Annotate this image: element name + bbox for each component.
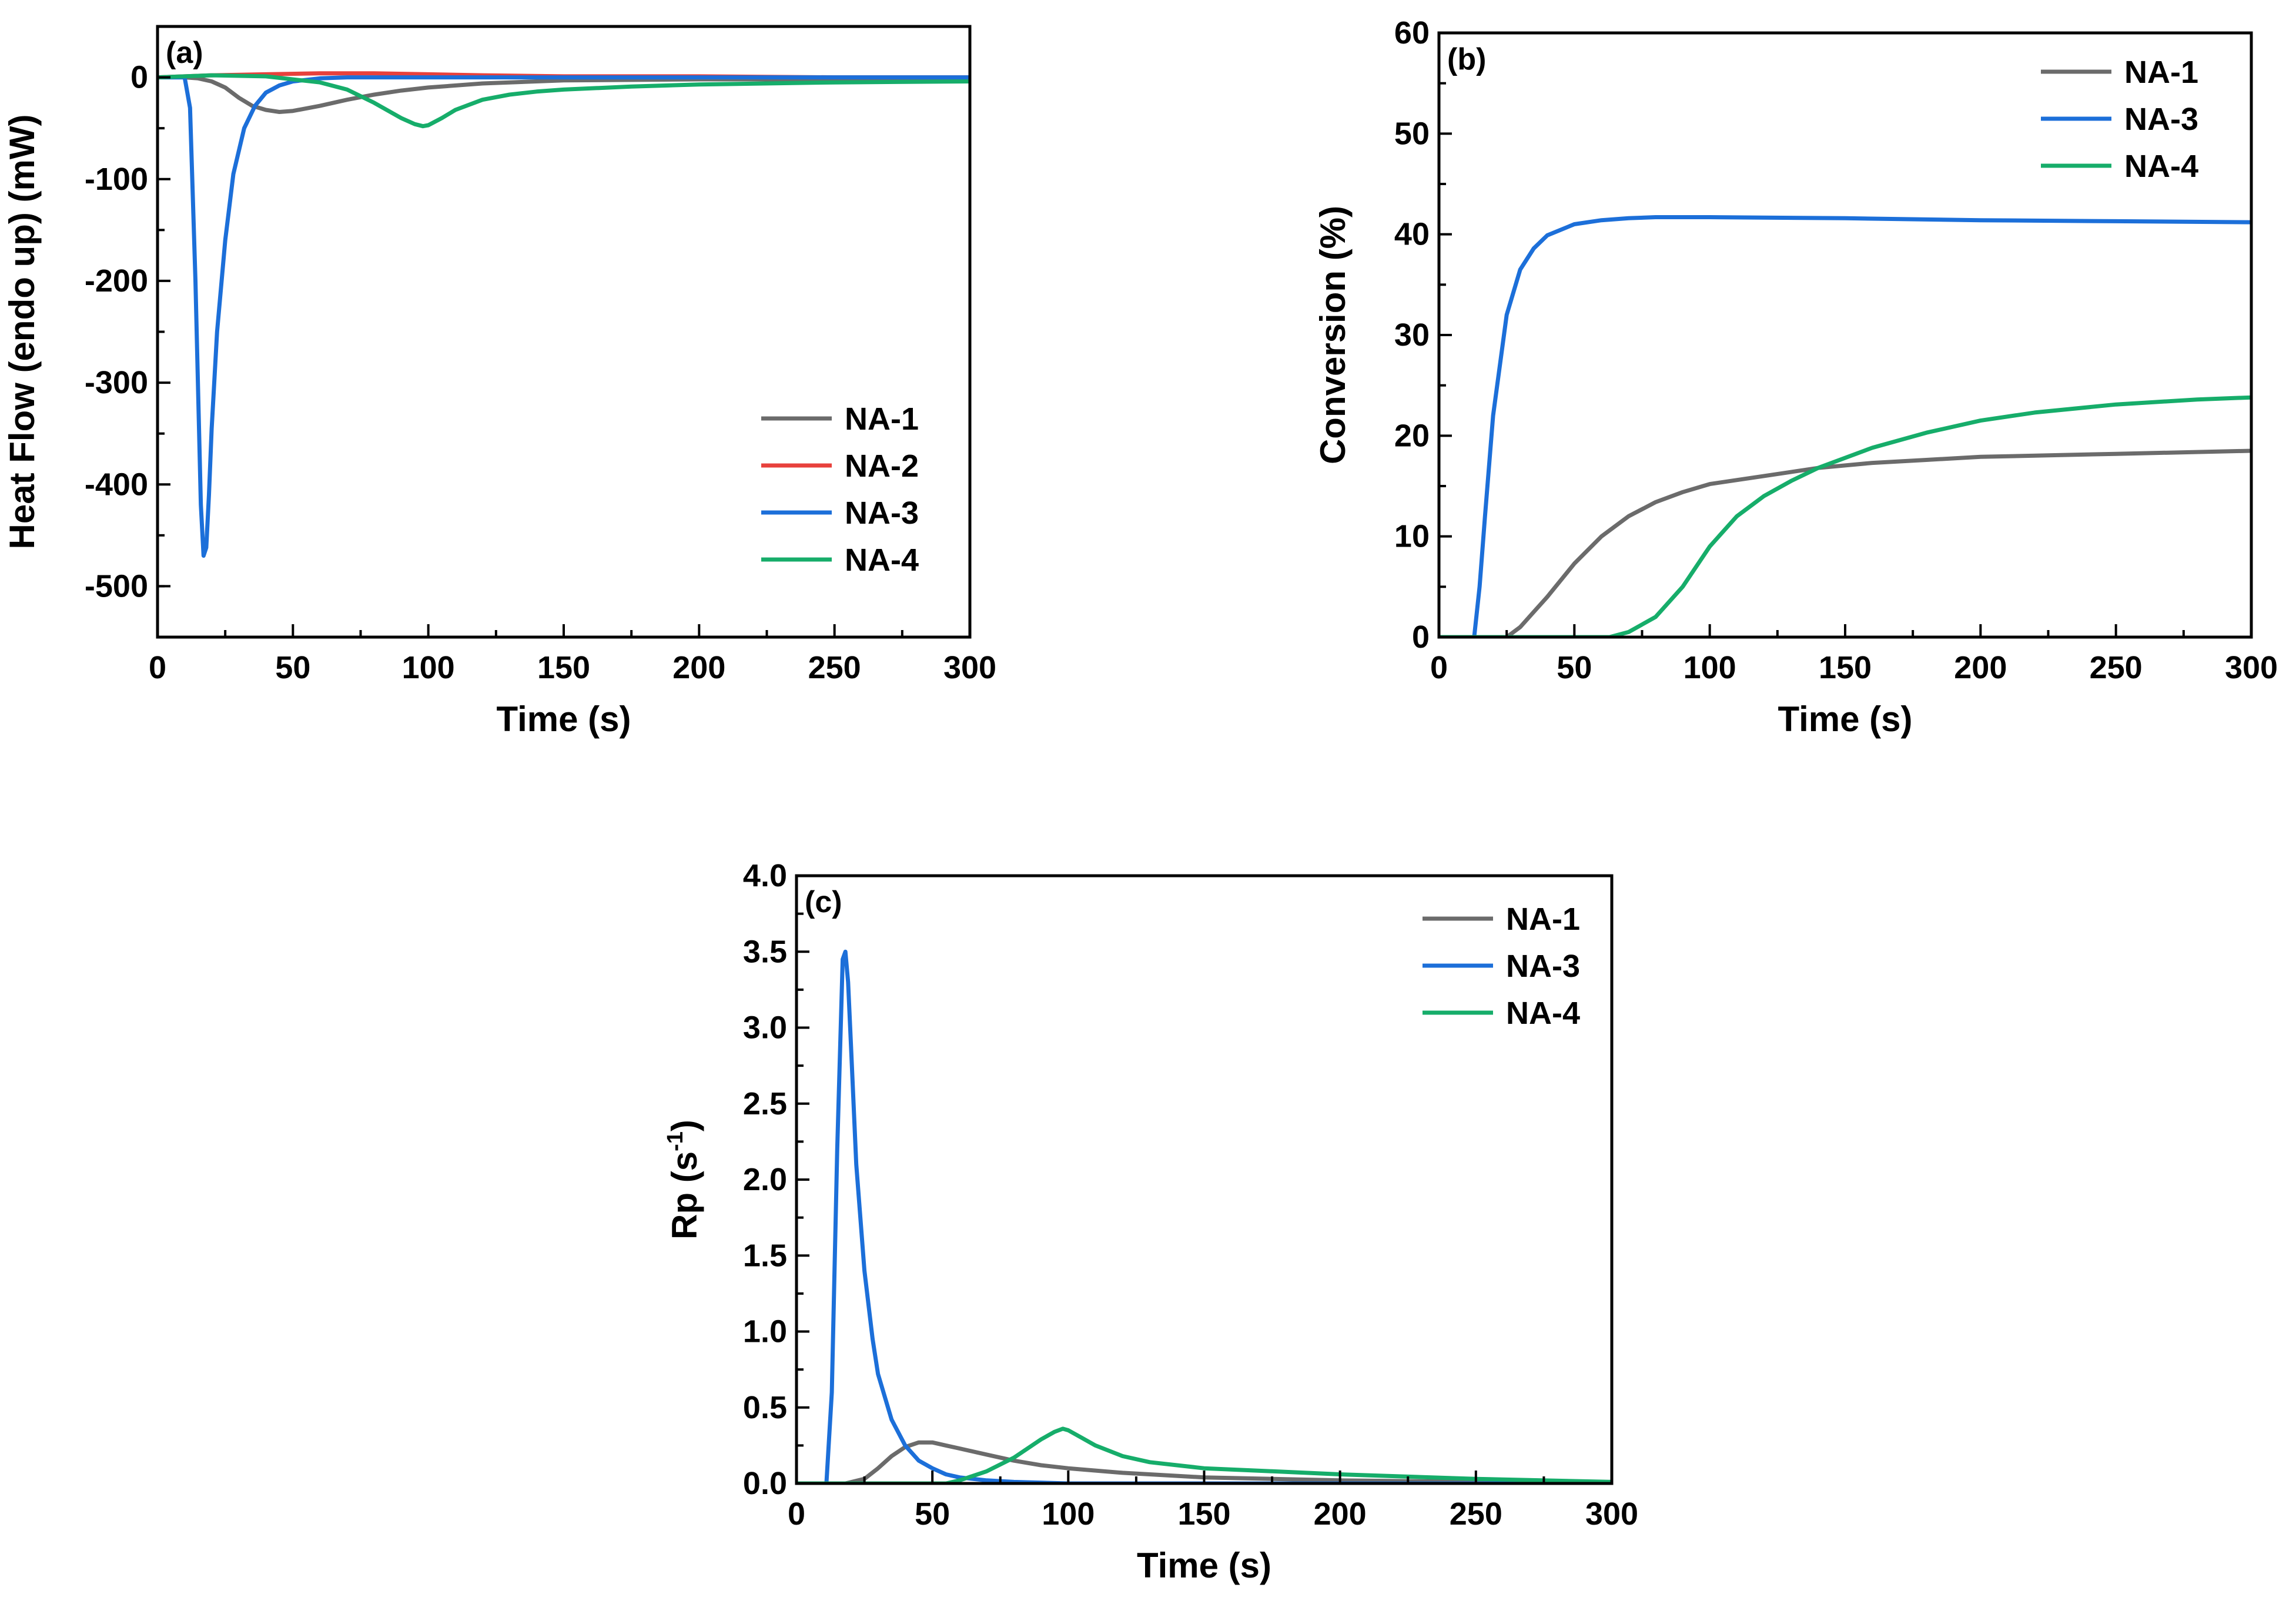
x-tick-label: 0 bbox=[788, 1496, 805, 1532]
x-tick-label: 300 bbox=[943, 650, 996, 685]
series-group bbox=[1439, 215, 2251, 637]
legend-label-na-2: NA-2 bbox=[845, 448, 919, 484]
legend-label-na-1: NA-1 bbox=[2124, 55, 2198, 90]
y-tick-label: 1.5 bbox=[743, 1238, 787, 1273]
x-tick-label: 150 bbox=[1177, 1496, 1230, 1532]
x-tick-label: 100 bbox=[402, 650, 455, 685]
panel-label: (c) bbox=[805, 885, 842, 919]
legend-label-na-1: NA-1 bbox=[845, 401, 919, 437]
y-tick-label: 50 bbox=[1394, 116, 1430, 151]
y-tick-label: 4.0 bbox=[743, 858, 787, 893]
y-tick-label: 0.0 bbox=[743, 1466, 787, 1501]
chart-c: 0 50 100 150 200 250 300 0.0 0.5 1.0 1.5 2.0 2.5 3.0 3… bbox=[663, 858, 1638, 1585]
legend-label-na-1: NA-1 bbox=[1506, 902, 1580, 937]
panel-label: (a) bbox=[166, 36, 203, 70]
series-group bbox=[158, 71, 970, 558]
legend-label-na-3: NA-3 bbox=[2124, 102, 2198, 137]
x-axis-title: Time (s) bbox=[1778, 699, 1913, 739]
series-line-na-3 bbox=[796, 949, 1612, 1483]
x-tick-label: 150 bbox=[537, 650, 590, 685]
x-tick-label: 200 bbox=[1954, 650, 2007, 685]
chart-a: 0 50 100 150 200 250 300 0 -100 -200 -300 -400 -500 T… bbox=[2, 25, 996, 739]
y-tick-label: 40 bbox=[1394, 217, 1430, 252]
y-tick-label: 3.5 bbox=[743, 934, 787, 969]
x-tick-label: 300 bbox=[1585, 1496, 1638, 1532]
series-line-na-4 bbox=[1439, 395, 2251, 637]
y-axis-title: Conversion (%) bbox=[1313, 206, 1353, 464]
series-group bbox=[796, 949, 1612, 1483]
y-tick-label: 10 bbox=[1394, 519, 1430, 554]
x-tick-label: 300 bbox=[2225, 650, 2278, 685]
x-tick-label: 100 bbox=[1683, 650, 1736, 685]
series-line-na-4 bbox=[158, 73, 970, 129]
legend: NA-1 NA-3 NA-4 bbox=[2041, 55, 2198, 184]
x-tick-label: 150 bbox=[1819, 650, 1872, 685]
legend-label-na-3: NA-3 bbox=[1506, 949, 1580, 984]
x-axis-title: Time (s) bbox=[497, 699, 631, 739]
x-tick-label: 50 bbox=[915, 1496, 950, 1532]
y-tick-label: -300 bbox=[85, 365, 148, 400]
y-tick-label: 1.0 bbox=[743, 1314, 787, 1349]
y-tick-label: 3.0 bbox=[743, 1010, 787, 1046]
x-tick-label: 200 bbox=[672, 650, 725, 685]
legend: NA-1 NA-3 NA-4 bbox=[1423, 902, 1580, 1031]
series-line-na-3 bbox=[1439, 215, 2251, 637]
x-tick-label: 250 bbox=[808, 650, 861, 685]
legend-label-na-3: NA-3 bbox=[845, 495, 919, 531]
x-tick-label: 0 bbox=[149, 650, 166, 685]
legend: NA-1 NA-2 NA-3 NA-4 bbox=[761, 401, 919, 578]
x-tick-label: 250 bbox=[2090, 650, 2143, 685]
series-line-na-3 bbox=[158, 75, 970, 558]
y-tick-label: -400 bbox=[85, 467, 148, 502]
y-tick-label: 2.0 bbox=[743, 1162, 787, 1197]
x-tick-label: 200 bbox=[1314, 1496, 1367, 1532]
chart-b: 0 50 100 150 200 250 300 0 10 20 30 40 50 60 Time (s) C… bbox=[1313, 15, 2278, 739]
y-tick-label: 0 bbox=[130, 60, 148, 95]
x-tick-label: 100 bbox=[1042, 1496, 1095, 1532]
y-tick-label: 30 bbox=[1394, 317, 1430, 353]
y-axis-title: Heat Flow (endo up) (mW) bbox=[2, 115, 42, 550]
x-tick-label: 0 bbox=[1430, 650, 1448, 685]
y-axis-title: Rp (s-1) bbox=[663, 1120, 704, 1240]
x-tick-label: 50 bbox=[1557, 650, 1592, 685]
x-tick-label: 50 bbox=[275, 650, 310, 685]
y-tick-label: -200 bbox=[85, 263, 148, 299]
y-tick-label: 2.5 bbox=[743, 1086, 787, 1121]
x-tick-label: 250 bbox=[1450, 1496, 1502, 1532]
legend-label-na-4: NA-4 bbox=[1506, 996, 1580, 1031]
y-tick-label: -100 bbox=[85, 162, 148, 197]
legend-label-na-4: NA-4 bbox=[2124, 149, 2198, 184]
series-line-na-1 bbox=[158, 75, 970, 114]
series-line-na-4 bbox=[796, 1426, 1612, 1483]
y-tick-label: -500 bbox=[85, 568, 148, 604]
y-tick-label: 60 bbox=[1394, 15, 1430, 51]
series-line-na-1 bbox=[1439, 448, 2251, 637]
panel-label: (b) bbox=[1447, 42, 1486, 76]
y-tick-label: 0.5 bbox=[743, 1390, 787, 1425]
x-axis-title: Time (s) bbox=[1137, 1546, 1271, 1585]
legend-label-na-4: NA-4 bbox=[845, 542, 919, 578]
y-tick-label: 20 bbox=[1394, 418, 1430, 453]
y-tick-label: 0 bbox=[1412, 619, 1430, 655]
